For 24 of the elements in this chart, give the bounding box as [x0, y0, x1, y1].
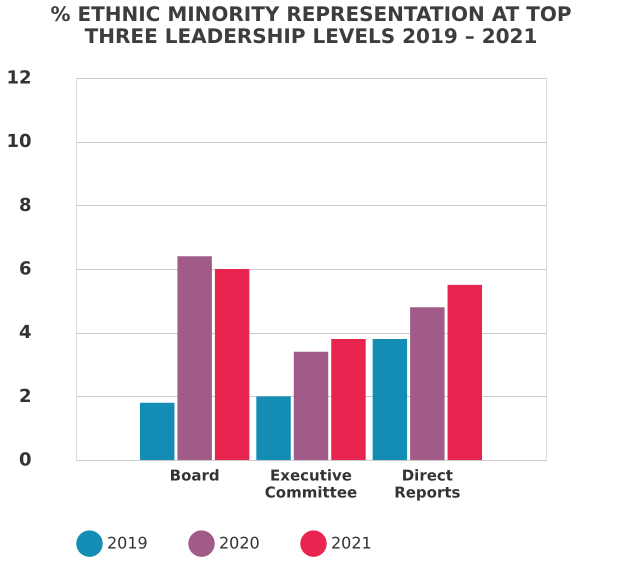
bar	[140, 402, 174, 460]
bar	[294, 352, 328, 460]
text: THREE LEADERSHIP LEVELS 2019 – 2021	[84, 24, 538, 48]
bar	[372, 339, 408, 460]
legend-label: 2019	[107, 534, 148, 553]
y-tick-label: 4	[18, 322, 32, 344]
bar	[448, 284, 482, 460]
x-tick-label: Direct Reports	[394, 466, 461, 502]
y-tick-label: 2	[18, 386, 32, 407]
legend-label: 2021	[331, 534, 372, 553]
text: % ETHNIC MINORITY REPRESENTATION AT TOP	[50, 2, 572, 26]
y-tick-label: 8	[18, 194, 32, 216]
bar	[256, 396, 291, 460]
y-tick-label: 10	[6, 131, 32, 152]
x-tick-label: Executive Committee	[264, 466, 358, 502]
y-tick-label: 12	[6, 68, 32, 88]
bar	[177, 256, 212, 460]
bar	[214, 269, 250, 460]
y-tick-label: 6	[18, 258, 32, 280]
y-tick-label: 0	[18, 450, 32, 470]
x-tick-label: Board	[170, 466, 220, 484]
bar	[410, 307, 445, 460]
legend-label: 2020	[219, 534, 260, 553]
bar	[331, 339, 366, 460]
